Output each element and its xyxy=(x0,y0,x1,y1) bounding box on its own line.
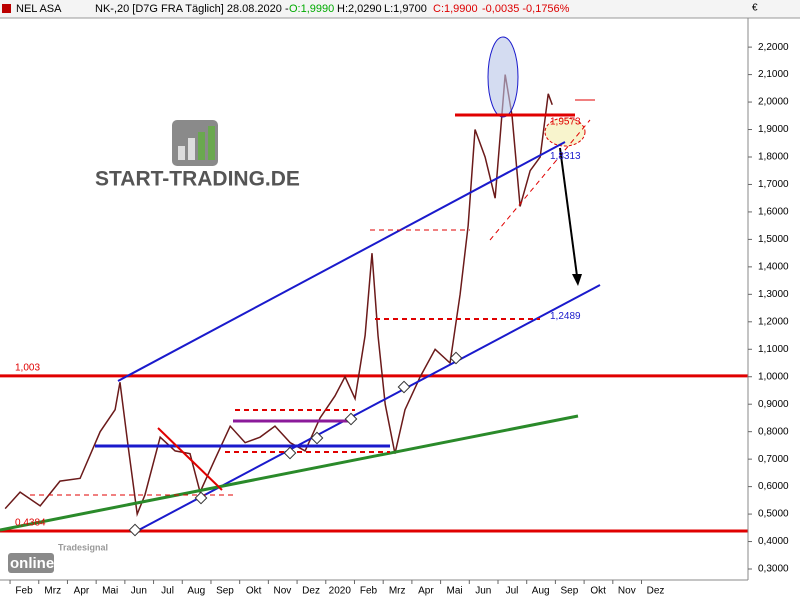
x-tick-label: Mrz xyxy=(44,586,61,597)
annotation-label: 1,2489 xyxy=(550,311,581,322)
level-label: 1,003 xyxy=(15,363,40,374)
y-tick-label: 1,7000 xyxy=(758,179,789,190)
x-tick-label: Sep xyxy=(561,586,579,597)
series-swatch xyxy=(2,4,11,13)
logo-icon xyxy=(172,120,218,166)
x-tick-label: Nov xyxy=(273,586,291,597)
x-tick-label: 2020 xyxy=(329,586,352,597)
change-value: -0,0035 -0,1756% xyxy=(482,3,570,15)
brand-big: online xyxy=(10,555,54,572)
x-tick-label: Aug xyxy=(532,586,550,597)
low-value: L:1,9700 xyxy=(384,3,427,15)
level-label: 0,4384 xyxy=(15,518,46,529)
header-info: NK-,20 [D7G FRA Täglich] 28.08.2020 - xyxy=(95,3,289,15)
x-tick-label: Mrz xyxy=(389,586,406,597)
x-tick-label: Okt xyxy=(590,586,606,597)
annotation-label: 1,8313 xyxy=(550,151,581,162)
brand-logo: Tradesignal online xyxy=(8,542,108,573)
y-tick-label: 0,8000 xyxy=(758,426,789,437)
x-tick-label: Sep xyxy=(216,586,234,597)
high-value: H:2,0290 xyxy=(337,3,382,15)
y-tick-label: 2,2000 xyxy=(758,42,789,53)
y-tick-label: 1,8000 xyxy=(758,152,789,163)
y-tick-label: 2,1000 xyxy=(758,69,789,80)
x-tick-label: Jun xyxy=(131,586,147,597)
logo-text: START-TRADING.DE xyxy=(95,168,300,191)
x-tick-label: Nov xyxy=(618,586,636,597)
y-tick-label: 1,5000 xyxy=(758,234,789,245)
y-tick-label: 1,9000 xyxy=(758,124,789,135)
x-tick-label: Apr xyxy=(418,586,434,597)
drawings xyxy=(0,36,601,537)
y-tick-label: 0,7000 xyxy=(758,454,789,465)
y-tick-label: 1,3000 xyxy=(758,289,789,300)
y-tick-label: 2,0000 xyxy=(758,97,789,108)
y-tick-label: 1,4000 xyxy=(758,262,789,273)
header-bar xyxy=(0,0,800,18)
x-tick-label: Jul xyxy=(506,586,519,597)
x-tick-label: Feb xyxy=(360,586,378,597)
y-tick-label: 1,1000 xyxy=(758,344,789,355)
x-tick-label: Dez xyxy=(647,586,665,597)
close-value: C:1,9900 xyxy=(433,3,478,15)
x-tick-label: Okt xyxy=(246,586,262,597)
currency-label: € xyxy=(752,3,758,14)
y-tick-label: 1,0000 xyxy=(758,371,789,382)
x-tick-label: Apr xyxy=(74,586,90,597)
x-tick-label: Feb xyxy=(15,586,33,597)
annotation-label: 1,9573 xyxy=(550,116,581,127)
x-tick-label: Dez xyxy=(302,586,320,597)
y-tick-label: 0,3000 xyxy=(758,564,789,575)
open-value: O:1,9990 xyxy=(289,3,334,15)
instrument-name: NEL ASA xyxy=(16,3,62,15)
brand-small: Tradesignal xyxy=(58,542,108,552)
x-tick-label: Mai xyxy=(102,586,118,597)
price-line xyxy=(4,74,553,517)
y-tick-label: 0,6000 xyxy=(758,481,789,492)
x-tick-label: Aug xyxy=(187,586,205,597)
x-tick-label: Mai xyxy=(447,586,463,597)
y-tick-label: 0,9000 xyxy=(758,399,789,410)
y-tick-label: 0,5000 xyxy=(758,509,789,520)
y-tick-label: 1,6000 xyxy=(758,207,789,218)
y-tick-label: 1,2000 xyxy=(758,316,789,327)
y-tick-label: 0,4000 xyxy=(758,536,789,547)
x-tick-label: Jul xyxy=(161,586,174,597)
x-tick-label: Jun xyxy=(475,586,491,597)
